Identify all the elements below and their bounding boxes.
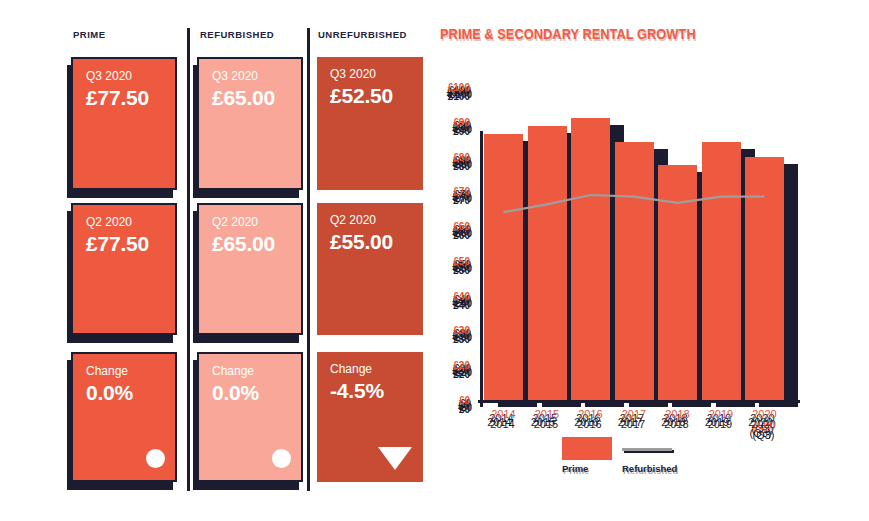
x-axis-line (478, 400, 800, 403)
column-header-refurbished: REFURBISHED (200, 29, 274, 40)
card-value: £55.00 (330, 230, 410, 254)
legend-label-refurbished: Refurbished (622, 463, 677, 474)
chart-title: PRIME & SECONDARY RENTAL GROWTH (440, 26, 696, 42)
column-divider (187, 28, 190, 491)
card-value: £65.00 (212, 232, 288, 256)
y-axis-tick-label: £50 (440, 256, 470, 267)
card-unrefurbished-q2: Q2 2020 £55.00 (317, 203, 423, 335)
y-axis-tick-label: £90 (440, 117, 470, 128)
bar-2020 (Q3) (745, 157, 784, 400)
y-axis-tick-label: £100 (440, 82, 470, 93)
card-unrefurbished-change: Change -4.5% (317, 352, 423, 482)
card-value: £77.50 (86, 86, 162, 110)
legend-line-refurbished (622, 448, 672, 451)
x-axis-tick-label: 2018 (653, 409, 703, 420)
card-refurbished-change: Change 0.0% (197, 352, 303, 482)
x-axis-tick-label: 2014 (479, 409, 529, 420)
card-value: 0.0% (86, 381, 162, 405)
card-value: £52.50 (330, 84, 410, 108)
card-period-label: Q2 2020 (86, 215, 162, 229)
y-axis-tick-label: £40 (440, 291, 470, 302)
legend-swatch-prime (562, 437, 612, 460)
y-axis-tick-label: £20 (440, 360, 470, 371)
card-period-label: Q3 2020 (212, 69, 288, 83)
card-period-label: Q2 2020 (212, 215, 288, 229)
infographic-canvas: PRIME REFURBISHED UNREFURBISHED Q3 2020 … (0, 0, 869, 521)
y-axis-tick-label: £80 (440, 152, 470, 163)
card-refurbished-q3: Q3 2020 £65.00 (197, 57, 303, 190)
card-refurbished-q2: Q2 2020 £65.00 (197, 203, 303, 335)
y-axis-tick-label: £60 (440, 221, 470, 232)
column-header-prime: PRIME (73, 29, 106, 40)
card-value: £77.50 (86, 232, 162, 256)
x-axis-tick-label: 2019 (696, 409, 746, 420)
x-axis-tick-label: 2017 (609, 409, 659, 420)
card-prime-change: Change 0.0% (71, 352, 177, 482)
bar-2017 (615, 142, 654, 400)
column-divider (307, 28, 310, 491)
y-axis-tick-label: £70 (440, 186, 470, 197)
x-axis-tick-label: 2020(Q3) (740, 409, 790, 431)
card-value: -4.5% (330, 379, 410, 403)
no-change-circle-icon (146, 449, 165, 468)
legend-label-prime: Prime (562, 463, 588, 474)
y-axis-line (480, 131, 483, 407)
no-change-circle-icon (272, 449, 291, 468)
card-unrefurbished-q3: Q3 2020 £52.50 (317, 57, 423, 190)
y-axis-tick-label: £30 (440, 325, 470, 336)
bar-2016 (571, 118, 610, 400)
card-value: £65.00 (212, 86, 288, 110)
card-period-label: Change (330, 362, 410, 376)
card-value: 0.0% (212, 381, 288, 405)
y-axis-tick-label: £0 (440, 395, 470, 406)
bar-2015 (528, 126, 567, 400)
card-period-label: Change (212, 364, 288, 378)
card-period-label: Q3 2020 (330, 67, 410, 81)
card-period-label: Q2 2020 (330, 213, 410, 227)
card-period-label: Q3 2020 (86, 69, 162, 83)
column-header-unrefurbished: UNREFURBISHED (318, 29, 407, 40)
x-axis-tick-label: 2015 (522, 409, 572, 420)
x-axis-tick-label: 2016 (566, 409, 616, 420)
card-prime-q2: Q2 2020 £77.50 (71, 203, 177, 335)
decrease-triangle-icon (378, 447, 412, 470)
card-prime-q3: Q3 2020 £77.50 (71, 57, 177, 190)
bar-2018 (658, 165, 697, 400)
bar-2019 (702, 142, 741, 400)
card-period-label: Change (86, 364, 162, 378)
bar-2014 (484, 134, 523, 400)
